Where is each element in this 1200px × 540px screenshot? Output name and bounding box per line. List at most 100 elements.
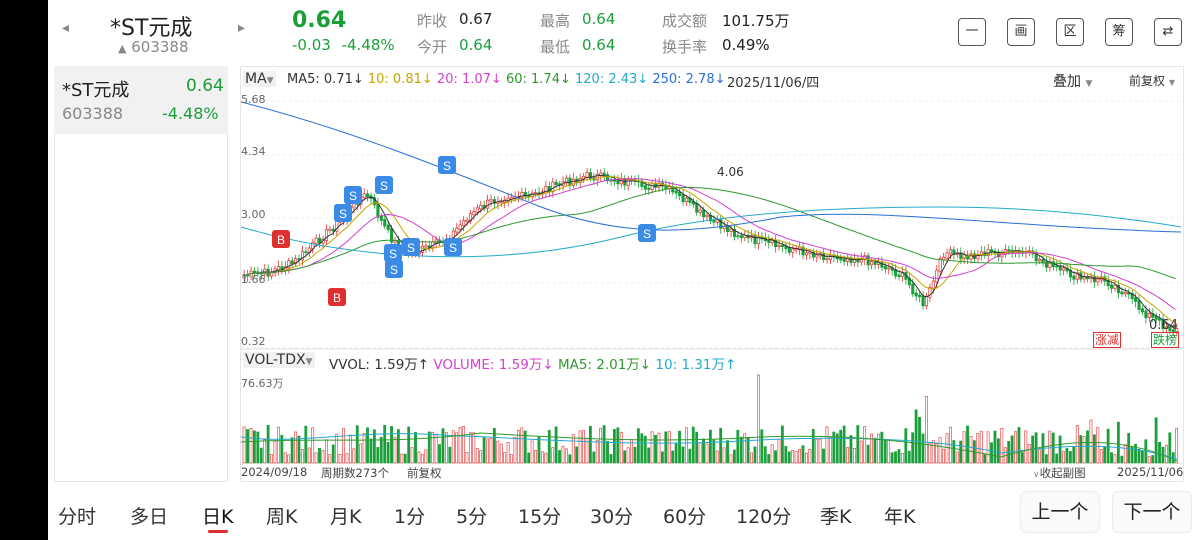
loss-rank-button[interactable]: 跌榜 xyxy=(1151,332,1180,348)
interval-tool-icon[interactable]: 区 xyxy=(1056,18,1084,46)
tab-yearly-k[interactable]: 年K xyxy=(884,506,916,528)
candle-body xyxy=(1113,284,1117,289)
volume-bar xyxy=(1017,427,1021,464)
stock-detail-screen: ◂ *ST元成 ▲ 603388 ▸ 0.64 -0.03 -4.48% 昨收 … xyxy=(48,0,1200,540)
tab-weekly-k[interactable]: 周K xyxy=(266,506,298,528)
price-change: -0.03 -4.48% xyxy=(292,36,395,54)
volume-bar xyxy=(962,431,966,464)
candle-body xyxy=(623,178,627,186)
draw-line-tool-icon[interactable]: 一 xyxy=(958,18,986,46)
candle-body xyxy=(366,193,370,198)
volume-bar xyxy=(1158,442,1161,464)
overlay-select[interactable]: 叠加 ▼ xyxy=(1053,71,1092,91)
candle-body xyxy=(1130,292,1134,300)
stock-code-line: ▲ 603388 xyxy=(118,38,189,56)
volume-bar xyxy=(746,437,750,464)
volume-indicator-select[interactable]: VOL-TDX▼ xyxy=(243,352,315,368)
volume-bar xyxy=(482,437,486,464)
stock-name: *ST元成 xyxy=(110,16,193,41)
candle-body xyxy=(571,178,575,186)
volume-bar xyxy=(924,396,928,464)
candle-body xyxy=(1164,326,1169,329)
collapse-subchart-button[interactable]: ∨收起副图 xyxy=(1033,465,1086,481)
sidebar-stock-name: *ST元成 xyxy=(62,80,130,101)
next-stock-button[interactable]: 下一个 xyxy=(1112,491,1192,533)
candle-body xyxy=(424,245,428,248)
switch-screen-icon[interactable]: ⇄ xyxy=(1154,18,1182,46)
start-date: 2024/09/18 xyxy=(241,465,308,479)
volume-bar xyxy=(489,438,493,464)
candle-body xyxy=(828,254,833,260)
candle-body xyxy=(815,254,819,258)
volume-bar xyxy=(880,431,884,464)
candle-body xyxy=(948,249,953,255)
candle-body xyxy=(1038,259,1042,262)
volume-bar xyxy=(551,447,555,464)
buy-signal-marker xyxy=(272,230,290,248)
volume-bar xyxy=(537,436,541,464)
price-axis-label: 0.32 xyxy=(241,335,266,348)
tab-60min[interactable]: 60分 xyxy=(663,506,707,528)
tab-daily-k[interactable]: 日K xyxy=(202,506,234,528)
tab-120min[interactable]: 120分 xyxy=(736,506,792,528)
volume-bar xyxy=(1168,432,1172,464)
candle-body xyxy=(472,211,476,216)
candle-body xyxy=(1058,265,1062,271)
buy-signal-marker xyxy=(328,288,346,306)
volume-bar xyxy=(876,433,880,464)
candle-body xyxy=(918,294,922,298)
prev-stock-button[interactable]: 上一个 xyxy=(1020,491,1100,533)
volume-bar xyxy=(832,431,836,464)
tab-5min[interactable]: 5分 xyxy=(456,506,488,528)
sidebar-stock-item[interactable]: *ST元成 0.64 603388 -4.48% xyxy=(54,66,228,134)
sell-signal-marker xyxy=(402,238,420,256)
volume-bar xyxy=(1164,444,1168,464)
tab-quarterly-k[interactable]: 季K xyxy=(820,506,852,528)
high-value: 0.64 xyxy=(582,10,616,28)
next-stock-arrow-icon[interactable]: ▸ xyxy=(238,20,246,36)
buy-signal-marker-label: B xyxy=(333,291,341,305)
volume-bar xyxy=(451,430,455,464)
tab-intraday[interactable]: 分时 xyxy=(58,506,97,528)
candle-body xyxy=(294,258,298,265)
volume-max-label: 76.63万 xyxy=(241,377,284,390)
chip-distribution-tool-icon[interactable]: 筹 xyxy=(1105,18,1133,46)
volume-bar xyxy=(1044,454,1048,464)
prev-stock-arrow-icon[interactable]: ◂ xyxy=(62,20,70,36)
candle-body xyxy=(554,181,558,186)
candle-body xyxy=(1140,308,1145,313)
stock-list-sidebar xyxy=(54,66,228,482)
volume-bar xyxy=(1014,431,1017,464)
kline-chart-area[interactable]: MA▼ MA5: 0.71↓ 10: 0.81↓ 20: 1.07↓ 60: 1… xyxy=(240,66,1184,482)
volume-bar xyxy=(342,428,345,464)
candle-body xyxy=(674,190,678,194)
candle-body xyxy=(726,226,730,232)
volume-bar xyxy=(376,447,380,464)
gain-rank-button[interactable]: 涨减 xyxy=(1093,332,1122,348)
indicator-select[interactable]: MA▼ xyxy=(243,71,276,87)
drawing-tool-icon[interactable]: 画 xyxy=(1007,18,1035,46)
candle-body xyxy=(1072,275,1076,280)
volume-bar xyxy=(1154,417,1158,464)
candle-body xyxy=(924,295,929,307)
volume-bar xyxy=(252,430,256,464)
tab-1min[interactable]: 1分 xyxy=(394,506,426,528)
candle-body xyxy=(362,193,366,198)
tab-15min[interactable]: 15分 xyxy=(518,506,562,528)
volume-bar xyxy=(475,448,479,464)
volume-bar xyxy=(571,434,575,464)
volume-bar xyxy=(407,426,411,464)
volume-bar xyxy=(270,454,273,464)
tab-30min[interactable]: 30分 xyxy=(590,506,634,528)
tab-monthly-k[interactable]: 月K xyxy=(330,506,362,528)
candle-body xyxy=(499,201,503,204)
volume-bar xyxy=(835,433,839,464)
volume-bar xyxy=(1079,435,1083,464)
adjust-select[interactable]: 前复权 ▼ xyxy=(1129,72,1175,89)
volume-bar xyxy=(1055,453,1059,464)
candle-body xyxy=(746,234,750,239)
tab-multi-day[interactable]: 多日 xyxy=(130,506,169,528)
volume-bar xyxy=(1140,450,1144,464)
volume-bar xyxy=(664,431,668,464)
